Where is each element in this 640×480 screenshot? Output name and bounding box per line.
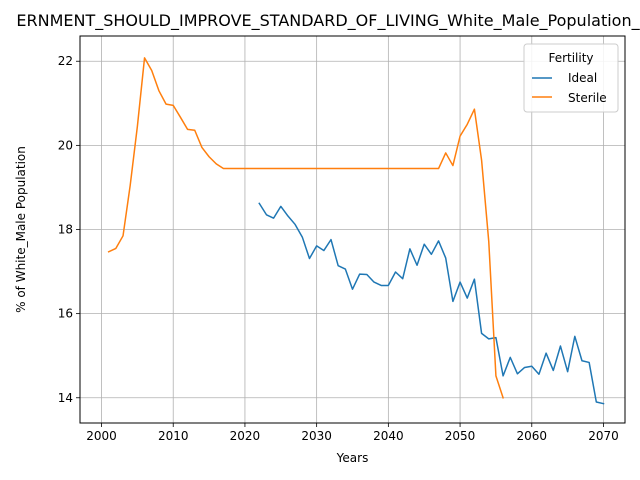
- legend: Fertility Ideal Sterile: [523, 43, 619, 113]
- x-tick-label: 2010: [158, 429, 189, 443]
- x-tick-label: 2040: [373, 429, 404, 443]
- legend-label-sterile: Sterile: [568, 91, 607, 105]
- y-tick-label: 20: [58, 138, 73, 152]
- chart-title: ERNMENT_SHOULD_IMPROVE_STANDARD_OF_LIVIN…: [16, 11, 640, 31]
- x-tick-label: 2060: [517, 429, 548, 443]
- x-tick-label: 2050: [445, 429, 476, 443]
- x-axis-label: Years: [336, 451, 369, 465]
- series-line-sterile: [107, 57, 505, 399]
- y-tick-label: 18: [58, 223, 73, 237]
- legend-title: Fertility: [548, 51, 593, 65]
- y-axis-label: % of White_Male Population: [14, 146, 28, 313]
- y-tick-label: 22: [58, 54, 73, 68]
- y-tick-label: 16: [58, 307, 73, 321]
- x-tick-label: 2070: [588, 429, 619, 443]
- legend-label-ideal: Ideal: [568, 71, 597, 85]
- ticks: 2000 2010 2020 2030 2040 2050 2060 2070 14 16 18 20…: [58, 54, 619, 443]
- series-layer: [107, 57, 605, 405]
- legend-box: [523, 43, 619, 113]
- x-tick-label: 2020: [230, 429, 261, 443]
- x-tick-label: 2000: [86, 429, 117, 443]
- series-line-ideal: [258, 202, 605, 405]
- x-tick-label: 2030: [301, 429, 332, 443]
- y-tick-label: 14: [58, 391, 73, 405]
